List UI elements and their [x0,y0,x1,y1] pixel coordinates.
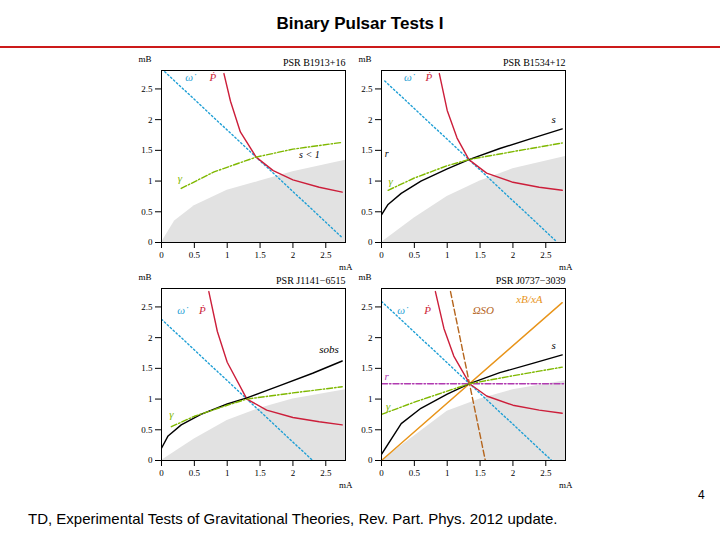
svg-text:0.5: 0.5 [409,250,421,260]
svg-text:1: 1 [225,250,230,260]
svg-text:0.5: 0.5 [361,425,373,435]
svg-text:ω̇: ω̇ [397,304,409,316]
svg-text:2.5: 2.5 [361,84,373,94]
svg-text:Ṗ: Ṗ [424,71,432,83]
svg-text:2.5: 2.5 [540,250,552,260]
svg-text:1: 1 [225,468,230,478]
svg-text:0.5: 0.5 [141,425,153,435]
svg-text:0: 0 [148,455,153,465]
svg-text:PSR B1534+12: PSR B1534+12 [503,57,566,68]
svg-text:Ṗ: Ṗ [198,304,206,316]
svg-text:0.5: 0.5 [189,250,201,260]
svg-text:1: 1 [368,176,373,186]
svg-text:0: 0 [379,468,384,478]
svg-text:1.5: 1.5 [361,145,373,155]
svg-text:mA: mA [559,262,573,272]
svg-text:0: 0 [379,250,384,260]
svg-text:2.5: 2.5 [320,468,332,478]
svg-text:1.5: 1.5 [474,468,486,478]
svg-text:mB: mB [359,54,372,64]
svg-text:mA: mA [339,262,353,272]
svg-text:2: 2 [291,468,296,478]
svg-text:γ: γ [389,175,394,187]
svg-text:2: 2 [148,115,153,125]
svg-text:mB: mB [359,272,372,282]
svg-text:1: 1 [368,394,373,404]
svg-text:1.5: 1.5 [361,363,373,373]
svg-text:PSR B1913+16: PSR B1913+16 [283,57,346,68]
svg-text:Ṗ: Ṗ [423,304,431,316]
svg-text:1: 1 [148,176,153,186]
svg-text:PSR J1141−6515: PSR J1141−6515 [276,275,345,286]
svg-text:1: 1 [148,394,153,404]
svg-text:r: r [385,370,390,382]
svg-text:2: 2 [291,250,296,260]
svg-text:sobs: sobs [319,343,339,355]
html-text:4: 4 [698,488,705,502]
svg-text:ΩSO: ΩSO [473,304,494,316]
svg-text:0: 0 [159,468,164,478]
svg-text:1.5: 1.5 [141,145,153,155]
svg-text:ω̇: ω̇ [404,71,416,83]
svg-text:r: r [385,148,389,159]
svg-text:0: 0 [159,250,164,260]
svg-text:1.5: 1.5 [141,363,153,373]
svg-text:xB/xA: xB/xA [515,293,543,305]
svg-text:0.5: 0.5 [141,207,153,217]
html-text:Binary Pulsar Tests I: Binary Pulsar Tests I [276,14,444,33]
svg-text:1.5: 1.5 [254,468,266,478]
svg-text:1.5: 1.5 [254,250,266,260]
svg-text:1: 1 [445,250,450,260]
svg-text:0: 0 [368,237,373,247]
svg-text:PSR J0737−3039: PSR J0737−3039 [496,275,566,286]
html-text:TD, Experimental Tests of Grav: TD, Experimental Tests of Gravitational … [28,510,558,527]
svg-text:ω̇: ω̇ [177,304,189,316]
svg-text:γ: γ [178,172,183,184]
svg-text:Ṗ: Ṗ [208,71,216,83]
svg-text:mA: mA [559,480,573,490]
svg-text:ω̇: ω̇ [185,71,197,83]
svg-text:2.5: 2.5 [141,302,153,312]
svg-text:2.5: 2.5 [320,250,332,260]
svg-text:1: 1 [445,468,450,478]
svg-text:2.5: 2.5 [540,468,552,478]
svg-text:γ: γ [386,400,391,412]
svg-text:2: 2 [511,250,516,260]
svg-text:2: 2 [148,333,153,343]
svg-text:2: 2 [368,333,373,343]
svg-text:0.5: 0.5 [409,468,421,478]
svg-text:s: s [552,339,556,351]
svg-text:s: s [552,113,556,125]
svg-text:0: 0 [148,237,153,247]
svg-text:2: 2 [368,115,373,125]
svg-text:mB: mB [139,272,152,282]
svg-text:s < 1: s < 1 [299,149,320,160]
svg-text:0: 0 [368,455,373,465]
svg-text:1.5: 1.5 [474,250,486,260]
svg-text:2.5: 2.5 [361,302,373,312]
svg-text:2: 2 [511,468,516,478]
svg-text:0.5: 0.5 [361,207,373,217]
svg-text:0.5: 0.5 [189,468,201,478]
svg-text:2.5: 2.5 [141,84,153,94]
svg-text:mA: mA [339,480,353,490]
svg-text:mB: mB [139,54,152,64]
svg-text:γ: γ [169,408,174,420]
